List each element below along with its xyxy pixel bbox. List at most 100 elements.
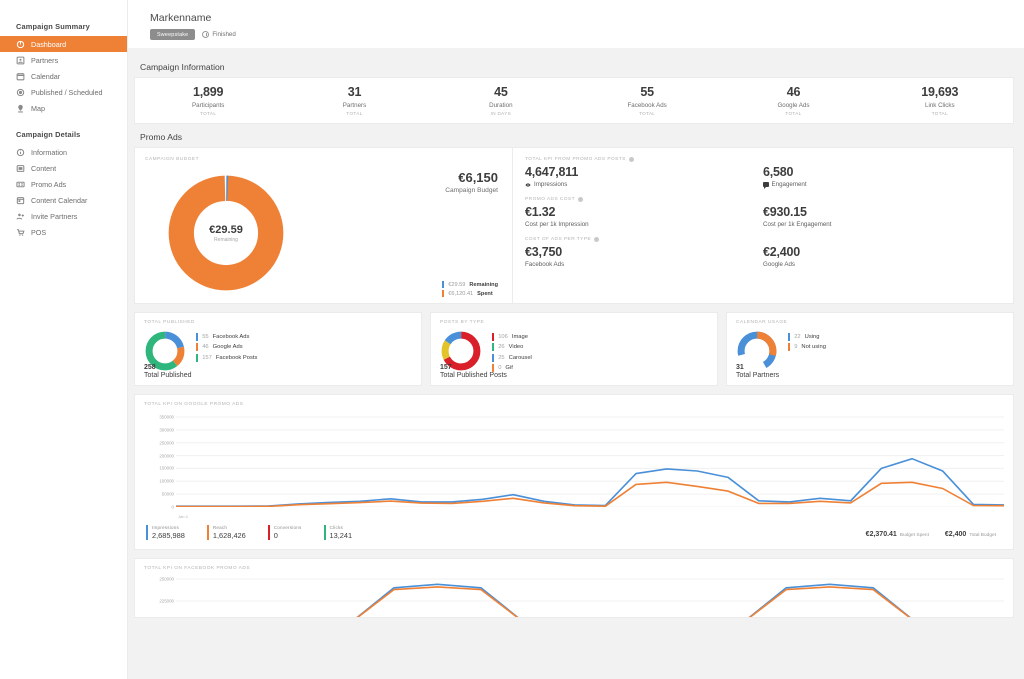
- legend-swatch: [788, 332, 791, 341]
- kpi-total-label: TOTAL KPI FROM PROMO ADS POSTS: [525, 157, 626, 162]
- google-chart-title: TOTAL KPI ON GOOGLE PROMO ADS: [144, 402, 244, 407]
- legend-value: 0: [498, 365, 502, 371]
- campaign-type-badge: Sweepstake: [150, 29, 196, 40]
- campaign-stats-card: 1,899 Participants TOTAL 31 Partners TOT…: [134, 77, 1014, 124]
- facebook-chart-plot[interactable]: [176, 575, 1004, 617]
- legend-item: 106 Image: [492, 332, 532, 341]
- legend-label: Remaining: [469, 281, 498, 288]
- stat-label: Google Ads: [777, 101, 810, 109]
- kpi-caption-text: Engagement: [771, 181, 807, 188]
- google-chart-budget: €2,370.41 Budget Spent €2,400 Total Budget: [866, 523, 1002, 541]
- card-label: CALENDAR USAGE: [736, 320, 788, 325]
- budget-remaining-value: €29.59: [209, 223, 243, 236]
- kpi-value: €1.32: [525, 205, 556, 219]
- total-budget-figure: €6,150 Campaign Budget: [388, 170, 498, 195]
- posts-by-type-card: POSTS BY TYPE 106 Image: [430, 312, 718, 386]
- page-header: Markenname Sweepstake Finished: [128, 0, 1024, 48]
- legend-swatch: [492, 332, 495, 341]
- sidebar-item-information[interactable]: Information: [0, 144, 127, 160]
- summary-impressions: Impressions 2,685,988: [146, 524, 185, 540]
- map-pin-icon: [16, 104, 25, 113]
- stat-duration: 45 Duration IN DAYS: [428, 85, 574, 116]
- kpi-caption-text: Google Ads: [763, 261, 795, 268]
- kpi-caption-text: Cost per 1k Engagement: [763, 221, 832, 228]
- facebook-chart-title: TOTAL KPI ON FACEBOOK PROMO ADS: [144, 566, 251, 571]
- legend-label: Using: [804, 333, 820, 340]
- google-promo-ads-chart-card: TOTAL KPI ON GOOGLE PROMO ADS 0 50000 1000…: [134, 394, 1014, 550]
- sidebar-item-content-calendar[interactable]: Content Calendar: [0, 192, 127, 208]
- sidebar-item-pos[interactable]: POS: [0, 224, 127, 240]
- kpi-total-header: TOTAL KPI FROM PROMO ADS POSTS: [525, 157, 1001, 162]
- posts-by-type-legend: 106 Image 26 Video 25 Caro: [492, 330, 532, 372]
- sidebar-item-map[interactable]: Map: [0, 100, 127, 116]
- calendar-icon: [16, 72, 25, 81]
- kpi-value: €930.15: [763, 205, 807, 219]
- stat-value: 55: [640, 85, 654, 100]
- status-label: Finished: [212, 31, 236, 38]
- legend-item: 26 Video: [492, 343, 532, 351]
- info-icon[interactable]: [628, 157, 634, 162]
- legend-value: 9: [794, 344, 798, 350]
- campaign-budget-label: CAMPAIGN BUDGET: [145, 157, 200, 162]
- legend-value: 55: [202, 333, 209, 340]
- total-budget-label: Total Budget: [969, 533, 996, 538]
- calendar-usage-legend: 22 Using 9 Not using: [788, 330, 826, 351]
- legend-swatch: [492, 353, 495, 362]
- legend-value: 106: [498, 333, 508, 340]
- legend-swatch: [492, 343, 495, 351]
- google-chart-plot[interactable]: [176, 411, 1004, 507]
- sidebar-item-invite-partners[interactable]: Invite Partners: [0, 208, 127, 224]
- stat-sub: TOTAL: [931, 110, 948, 116]
- stat-label: Facebook Ads: [627, 101, 667, 109]
- legend-label: Video: [508, 344, 524, 350]
- stat-sub: TOTAL: [785, 110, 802, 116]
- stat-sub: TOTAL: [346, 110, 363, 116]
- stat-partners: 31 Partners TOTAL: [281, 85, 427, 116]
- legend-item: 0 Gif: [492, 364, 532, 372]
- sidebar-item-content[interactable]: Content: [0, 160, 127, 176]
- total-published-card: TOTAL PUBLISHED 55 Facebook Ads: [134, 312, 422, 386]
- sidebar-item-published-scheduled[interactable]: Published / Scheduled: [0, 84, 127, 100]
- sidebar-item-calendar[interactable]: Calendar: [0, 68, 127, 84]
- stat-label: Partners: [342, 101, 367, 109]
- kpi-caption: Impressions: [525, 181, 763, 188]
- sidebar-item-label: Map: [31, 103, 45, 113]
- facebook-promo-ads-chart-card: TOTAL KPI ON FACEBOOK PROMO ADS 250000 22…: [134, 558, 1014, 618]
- posts-by-type-donut: [441, 331, 481, 371]
- legend-item: €29.59 Remaining: [442, 281, 498, 288]
- legend-label: Not using: [801, 344, 826, 350]
- sidebar-item-label: Content Calendar: [31, 195, 88, 205]
- facebook-chart-y-axis: 250000225000200000: [159, 576, 174, 604]
- kpi-caption-text: Facebook Ads: [525, 261, 565, 268]
- legend-value: 46: [202, 344, 209, 350]
- budget-remaining-caption: Remaining: [214, 236, 238, 243]
- summary-swatch: [206, 524, 209, 540]
- sidebar-item-partners[interactable]: Partners: [0, 52, 127, 68]
- summary-donut-row: TOTAL PUBLISHED 55 Facebook Ads: [134, 312, 1014, 386]
- info-icon[interactable]: [594, 237, 600, 242]
- total-label: Total Published: [144, 372, 192, 379]
- legend-swatch: [442, 290, 445, 297]
- clock-icon: [202, 31, 210, 38]
- sidebar-item-promo-ads[interactable]: Promo Ads: [0, 176, 127, 192]
- legend-item: 46 Google Ads: [196, 343, 257, 351]
- legend-label: Google Ads: [212, 344, 243, 350]
- cost-per-type-label: COST OF ADS PER TYPE: [525, 237, 592, 242]
- posts-by-type-footer: 157 Total Published Posts: [440, 364, 507, 379]
- promo-ads-title: Promo Ads: [140, 132, 183, 142]
- sidebar-item-label: Invite Partners: [31, 211, 78, 221]
- main-panel: Markenname Sweepstake Finished Campaign …: [128, 0, 1024, 679]
- legend-swatch: [196, 343, 199, 351]
- stat-google-ads: 46 Google Ads TOTAL: [720, 85, 866, 116]
- total-value: 31: [736, 364, 744, 371]
- info-icon[interactable]: [578, 197, 584, 202]
- summary-value: 2,685,988: [152, 530, 185, 540]
- summary-label: Clicks: [329, 524, 343, 530]
- kpi-value: 6,580: [763, 165, 794, 179]
- stat-label: Duration: [489, 101, 513, 109]
- stat-participants: 1,899 Participants TOTAL: [135, 85, 281, 116]
- promo-ads-cost-label: PROMO ADS COST: [525, 197, 576, 202]
- stat-sub: TOTAL: [200, 110, 217, 116]
- legend-label: Facebook Posts: [215, 354, 258, 361]
- sidebar-item-dashboard[interactable]: Dashboard: [0, 36, 127, 52]
